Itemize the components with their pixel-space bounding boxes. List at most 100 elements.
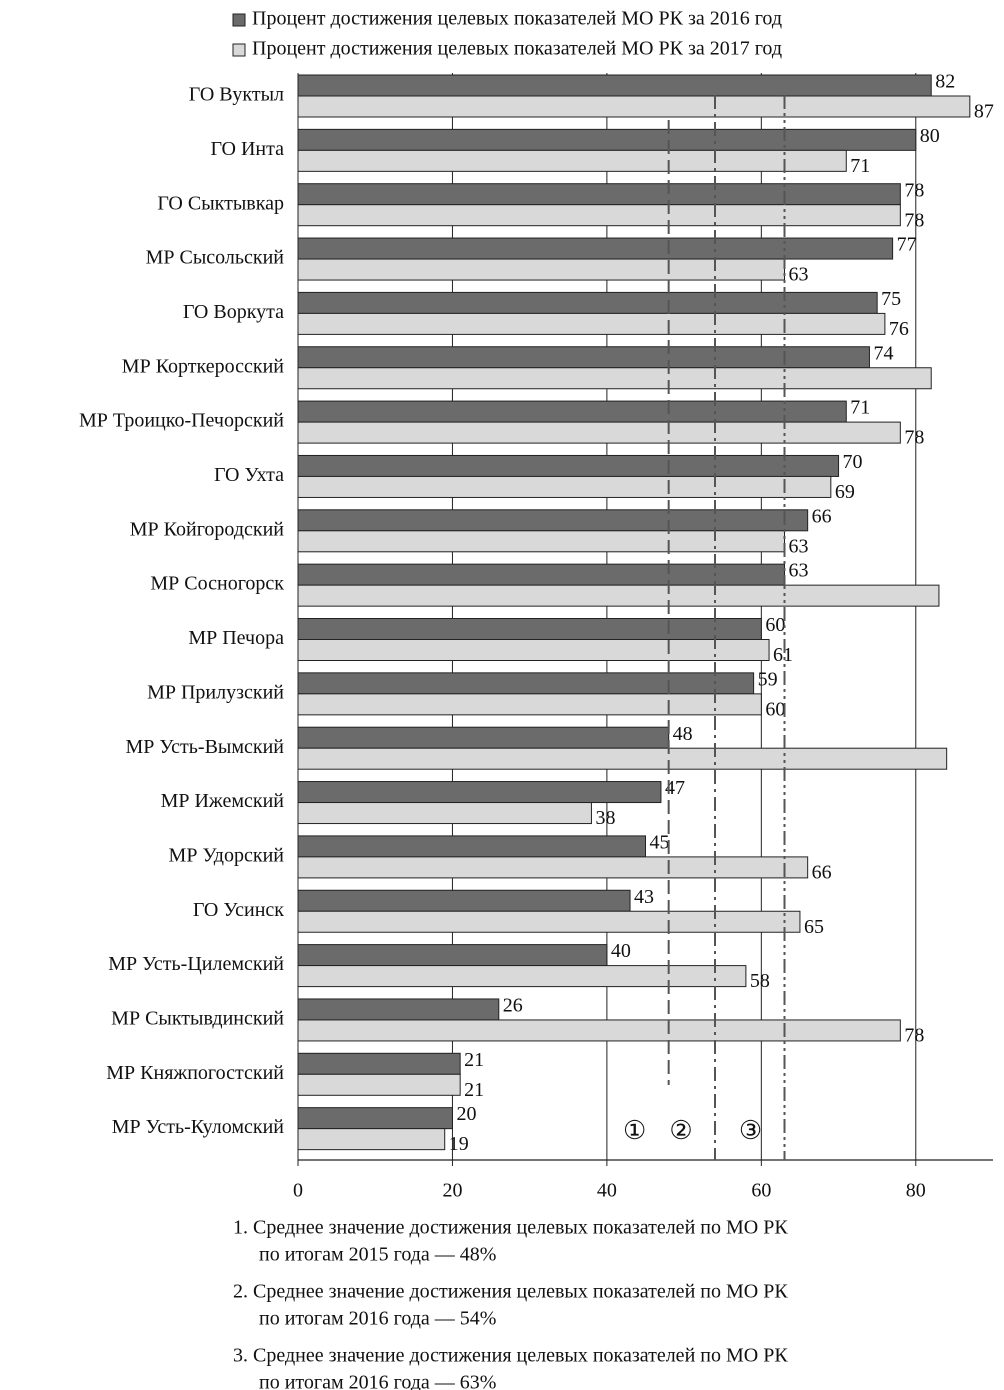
- y-tick-label: МР Печора: [188, 627, 284, 649]
- bar: [297, 421, 901, 444]
- value-label: 78: [904, 179, 924, 201]
- note: 3. Среднее значение достижения целевых п…: [233, 1345, 788, 1367]
- value-label: 48: [673, 723, 693, 745]
- bar: [297, 889, 631, 912]
- reference-label: ②: [669, 1116, 692, 1145]
- bar: [297, 475, 832, 498]
- value-label: 77: [897, 234, 917, 256]
- bar: [297, 998, 500, 1021]
- reference-label: ③: [739, 1116, 762, 1145]
- bar: [297, 530, 785, 553]
- legend-swatch: [232, 43, 246, 57]
- value-label: 21: [464, 1049, 484, 1071]
- bar: [297, 693, 762, 716]
- value-label: 82: [935, 71, 955, 93]
- value-label: 60: [765, 614, 785, 636]
- bar: [297, 672, 755, 695]
- y-tick-label: ГО Сыктывкар: [157, 192, 284, 214]
- value-label: 63: [789, 264, 809, 286]
- value-label: 38: [595, 807, 615, 829]
- note: по итогам 2016 года — 63%: [259, 1372, 496, 1390]
- bar: [297, 802, 592, 825]
- y-tick-label: ГО Воркута: [183, 301, 284, 323]
- bar: [297, 584, 940, 607]
- bar: [297, 856, 809, 879]
- legend-label: Процент достижения целевых показателей М…: [252, 38, 782, 60]
- value-label: 75: [881, 288, 901, 310]
- value-label: 26: [503, 995, 523, 1017]
- x-tick-label: 20: [442, 1180, 462, 1202]
- value-label: 43: [634, 886, 654, 908]
- bar: [297, 1052, 461, 1075]
- value-label: 76: [889, 318, 909, 340]
- bar: [297, 74, 932, 97]
- y-tick-label: ГО Ухта: [214, 464, 284, 486]
- value-label: 66: [812, 505, 832, 527]
- bar: [297, 1128, 446, 1151]
- x-tick-label: 80: [906, 1180, 926, 1202]
- value-label: 20: [456, 1103, 476, 1125]
- bar: [297, 835, 646, 858]
- value-label: 80: [920, 125, 940, 147]
- y-tick-label: МР Сосногорск: [150, 573, 284, 595]
- y-tick-label: МР Удорский: [169, 844, 285, 866]
- bar: [297, 400, 847, 423]
- y-tick-label: МР Княжпогостский: [106, 1062, 284, 1084]
- bar: [297, 563, 785, 586]
- y-tick-label: МР Прилузский: [147, 681, 284, 703]
- y-tick-label: ГО Инта: [210, 138, 284, 160]
- bar: [297, 1107, 453, 1130]
- bar: [297, 781, 662, 804]
- bar: [297, 204, 901, 227]
- value-label: 47: [665, 777, 685, 799]
- value-label: 61: [773, 644, 793, 666]
- bar: [297, 910, 801, 933]
- bar: [297, 454, 840, 477]
- bar: [297, 312, 886, 335]
- y-tick-label: МР Сыктывдинский: [111, 1008, 284, 1030]
- bar: [297, 1073, 461, 1096]
- value-label: 69: [835, 481, 855, 503]
- value-label: 71: [850, 397, 870, 419]
- bar: [297, 618, 762, 640]
- note: 2. Среднее значение достижения целевых п…: [233, 1281, 788, 1303]
- y-tick-label: ГО Вуктыл: [189, 84, 284, 106]
- y-tick-label: ГО Усинск: [193, 899, 284, 921]
- bar: [297, 367, 932, 390]
- value-label: 78: [904, 1025, 924, 1047]
- legend-label: Процент достижения целевых показателей М…: [252, 8, 782, 30]
- x-tick-label: 60: [751, 1180, 771, 1202]
- y-tick-label: МР Троицко-Печорский: [79, 410, 284, 432]
- bar: [297, 1019, 901, 1042]
- value-label: 70: [843, 451, 863, 473]
- y-tick-label: МР Корткеросский: [122, 355, 284, 377]
- value-label: 71: [850, 155, 870, 177]
- bar: [297, 237, 894, 260]
- value-label: 74: [873, 342, 893, 364]
- value-label: 63: [789, 560, 809, 582]
- bar: [297, 291, 878, 314]
- value-label: 78: [904, 427, 924, 449]
- y-tick-label: МР Усть-Куломский: [112, 1116, 285, 1138]
- bar: [297, 726, 670, 749]
- y-tick-label: МР Усть-Цилемский: [108, 953, 284, 975]
- x-tick-label: 0: [293, 1180, 303, 1202]
- y-tick-label: МР Усть-Вымский: [126, 736, 285, 758]
- value-label: 78: [904, 209, 924, 231]
- bar: [297, 747, 948, 770]
- value-label: 59: [758, 668, 778, 690]
- value-label: 40: [611, 940, 631, 962]
- legend-swatch: [232, 13, 246, 27]
- x-tick-label: 40: [597, 1180, 617, 1202]
- value-label: 87: [974, 101, 994, 123]
- y-tick-label: МР Ижемский: [161, 790, 285, 812]
- note: по итогам 2015 года — 48%: [259, 1244, 496, 1266]
- value-label: 58: [750, 970, 770, 992]
- bar: [297, 128, 917, 151]
- y-tick-label: МР Койгородский: [130, 518, 285, 540]
- value-label: 21: [464, 1079, 484, 1101]
- bar: [297, 639, 770, 661]
- value-label: 66: [812, 861, 832, 883]
- bar: [297, 183, 901, 206]
